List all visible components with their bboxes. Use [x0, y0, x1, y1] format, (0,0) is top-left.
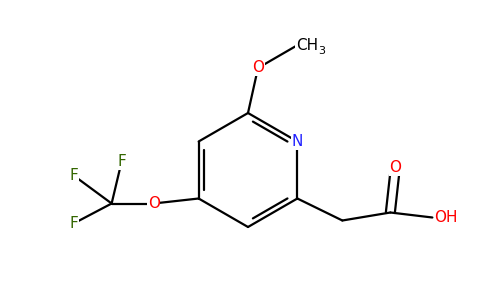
Text: CH: CH: [296, 38, 318, 53]
Text: O: O: [148, 196, 160, 211]
Text: N: N: [292, 134, 303, 149]
Text: 3: 3: [318, 46, 325, 56]
Text: F: F: [117, 154, 126, 169]
Text: F: F: [69, 216, 78, 231]
Text: O: O: [389, 160, 401, 175]
Text: F: F: [69, 168, 78, 183]
Text: O: O: [252, 61, 264, 76]
Text: OH: OH: [434, 210, 458, 225]
